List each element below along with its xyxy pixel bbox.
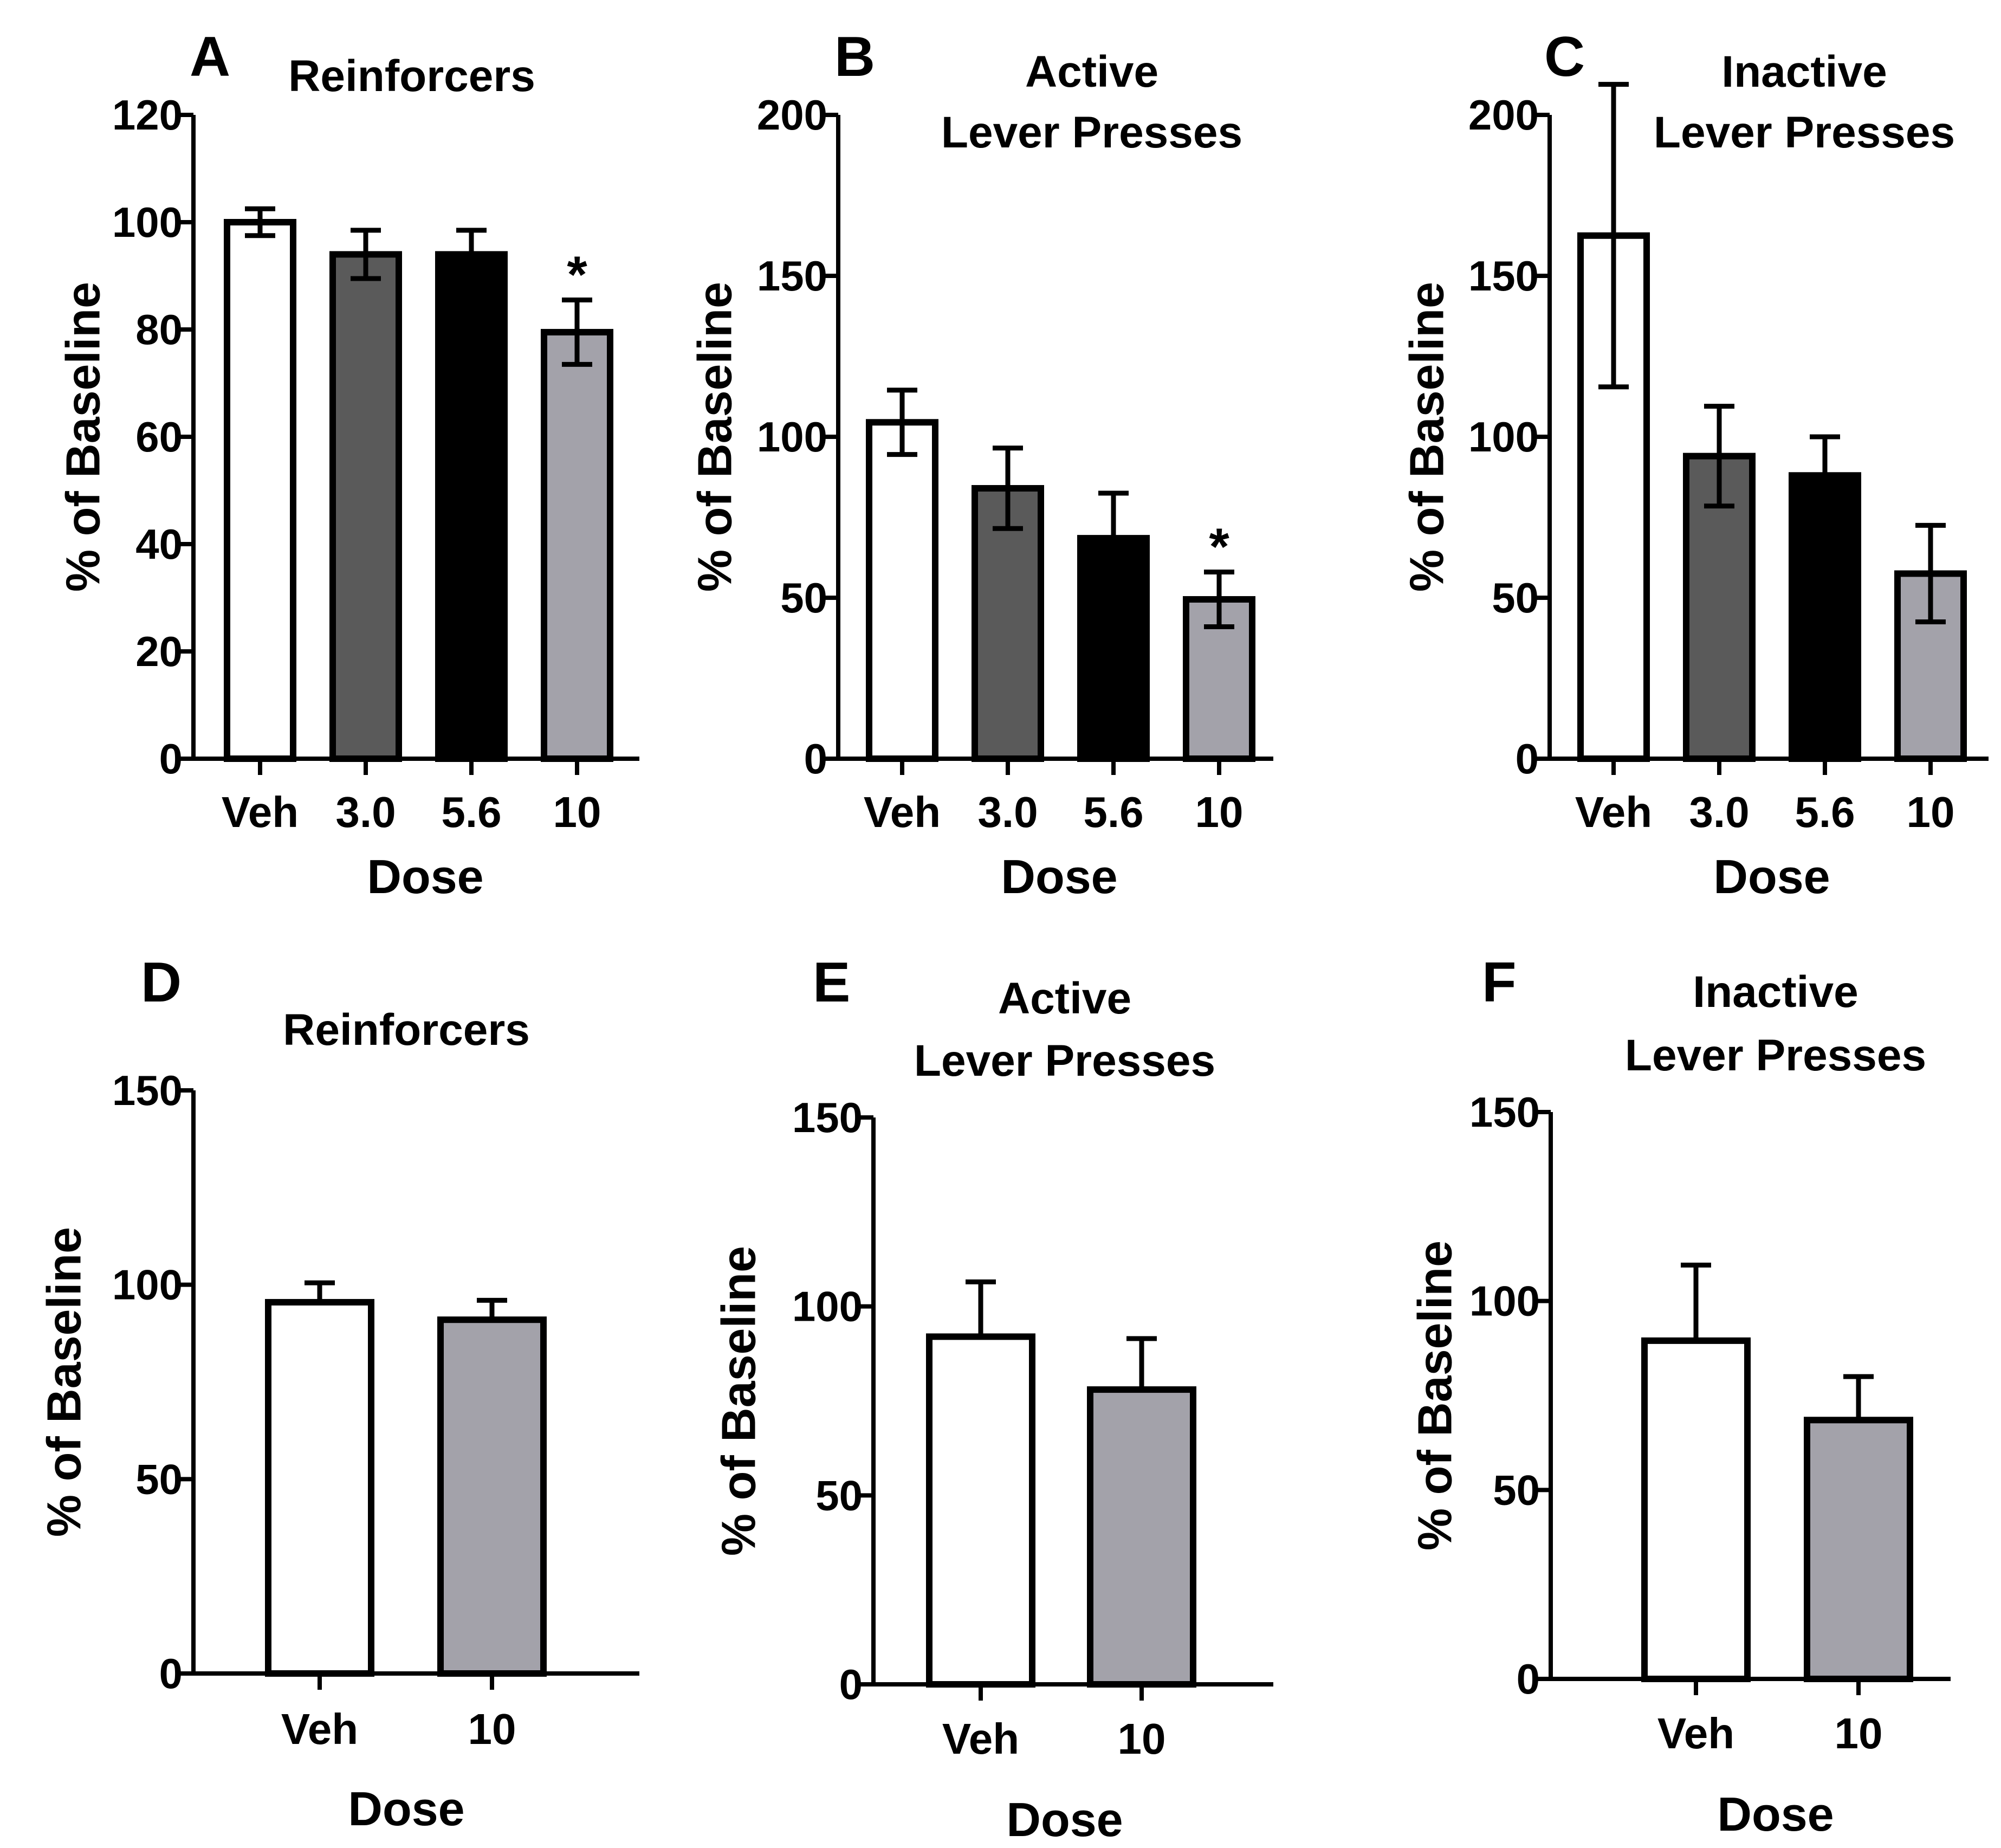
x-tick-label: 10 <box>1907 788 1955 836</box>
bar-veh <box>1641 1337 1751 1683</box>
y-tick-label: 200 <box>757 91 827 139</box>
panel-e: E Active Lever Presses % of Baseline 0 50 100 1… <box>711 951 1273 1846</box>
panel-b: B Active Lever Presses % of Baseline 0 50 100 1… <box>688 25 1273 903</box>
panel-d: D Reinforcers % of Baseline 0 50 100 150 Veh 10D… <box>37 951 639 1836</box>
x-tick-label: 3.0 <box>1689 788 1749 836</box>
y-tick-label: 120 <box>112 91 183 139</box>
x-tick-label: Veh <box>281 1705 358 1753</box>
panel-title-line: Inactive <box>1721 47 1887 96</box>
significance-asterisk: * <box>1209 518 1229 576</box>
x-axis-title: Dose <box>348 1782 464 1836</box>
panel-title-line: Lever Presses <box>1654 108 1955 157</box>
y-tick-label: 150 <box>1469 1088 1540 1136</box>
panel-a: A Reinforcers % of Baseline 0 20 40 60 80 100 120… <box>56 25 639 903</box>
y-tick-label: 50 <box>1492 574 1539 622</box>
y-axis-title: % of Baseline <box>688 282 741 592</box>
x-tick-label: 10 <box>553 788 601 836</box>
y-axis-title: % of Baseline <box>56 282 109 592</box>
y-tick-label: 100 <box>1468 413 1539 461</box>
y-axis-title: % of Baseline <box>711 1246 765 1556</box>
x-tick-label: 3.0 <box>977 788 1038 836</box>
panel-letter: A <box>190 25 230 88</box>
bar-veh <box>224 219 296 762</box>
y-tick-label: 150 <box>757 252 827 300</box>
panel-f: F Inactive Lever Presses % of Baseline 0 50 10… <box>1408 951 1951 1841</box>
panel-title-line: Active <box>1025 47 1158 96</box>
panel-letter: C <box>1544 25 1585 88</box>
bar-5-6 <box>435 251 508 762</box>
y-tick-label: 60 <box>135 413 183 461</box>
panel-title-line: Inactive <box>1693 967 1858 1017</box>
x-tick-label: 10 <box>1835 1709 1883 1757</box>
x-tick-label: Veh <box>942 1715 1019 1763</box>
y-tick-label: 200 <box>1468 91 1539 139</box>
bar-5-6 <box>1077 535 1150 762</box>
x-axis-title: Dose <box>1006 1793 1123 1846</box>
x-tick-label: Veh <box>1575 788 1652 836</box>
bar-3-0 <box>329 251 402 762</box>
y-tick-label: 50 <box>780 574 827 622</box>
y-tick-label: 150 <box>1468 252 1539 300</box>
y-tick-label: 100 <box>757 413 827 461</box>
y-tick-label: 0 <box>1517 1655 1540 1703</box>
panel-title-line: Lever Presses <box>914 1036 1215 1085</box>
bar-veh <box>866 419 938 762</box>
y-tick-label: 100 <box>1469 1277 1540 1325</box>
y-axis-title: % of Baseline <box>37 1227 90 1537</box>
y-tick-label: 150 <box>792 1094 863 1141</box>
y-axis-title: % of Baseline <box>1400 282 1453 592</box>
panel-title-line: Lever Presses <box>941 108 1242 157</box>
y-tick-label: 100 <box>112 198 183 246</box>
panel-c: C Inactive Lever Presses % of Baseline 0 50 10… <box>1400 25 1989 903</box>
panel-letter: E <box>813 951 850 1014</box>
y-tick-label: 40 <box>135 520 183 568</box>
panel-letter: D <box>141 951 182 1014</box>
y-tick-label: 80 <box>135 306 183 353</box>
x-axis-title: Dose <box>367 850 483 903</box>
x-tick-label: 5.6 <box>441 788 501 836</box>
bar-veh <box>926 1333 1035 1688</box>
y-tick-label: 50 <box>815 1471 863 1519</box>
significance-asterisk: * <box>567 246 587 304</box>
bar-5-6 <box>1789 472 1861 762</box>
bar-veh <box>265 1298 374 1677</box>
y-tick-label: 0 <box>159 1650 183 1697</box>
y-axis-title: % of Baseline <box>1408 1240 1461 1550</box>
bar-10 <box>541 328 613 762</box>
y-tick-label: 150 <box>112 1067 183 1114</box>
bar-10 <box>437 1316 547 1677</box>
y-tick-label: 50 <box>1493 1466 1540 1514</box>
y-tick-label: 0 <box>839 1660 863 1708</box>
bar-10 <box>1087 1386 1196 1688</box>
x-tick-label: 3.0 <box>335 788 396 836</box>
x-tick-label: Veh <box>222 788 299 836</box>
panel-title-line: Active <box>998 974 1131 1023</box>
panel-letter: B <box>834 25 875 88</box>
panel-title-line: Reinforcers <box>288 51 535 101</box>
x-tick-label: 10 <box>1118 1715 1166 1763</box>
x-axis-title: Dose <box>1713 850 1830 903</box>
x-tick-label: 10 <box>468 1705 516 1753</box>
x-tick-label: Veh <box>1657 1709 1734 1757</box>
bar-10 <box>1804 1417 1913 1682</box>
x-axis-title: Dose <box>1717 1787 1834 1841</box>
x-axis-title: Dose <box>1001 850 1117 903</box>
panel-title-line: Reinforcers <box>283 1005 530 1055</box>
x-tick-label: Veh <box>864 788 941 836</box>
y-tick-label: 100 <box>792 1283 863 1330</box>
x-tick-label: 10 <box>1195 788 1244 836</box>
y-tick-label: 100 <box>112 1261 183 1309</box>
y-tick-label: 20 <box>135 628 183 675</box>
y-tick-label: 50 <box>135 1455 183 1503</box>
panel-title-line: Lever Presses <box>1625 1031 1926 1080</box>
y-tick-label: 0 <box>159 735 183 783</box>
panel-letter: F <box>1482 951 1517 1014</box>
x-tick-label: 5.6 <box>1795 788 1855 836</box>
y-tick-label: 0 <box>1516 735 1539 783</box>
y-tick-label: 0 <box>804 735 827 783</box>
x-tick-label: 5.6 <box>1083 788 1143 836</box>
